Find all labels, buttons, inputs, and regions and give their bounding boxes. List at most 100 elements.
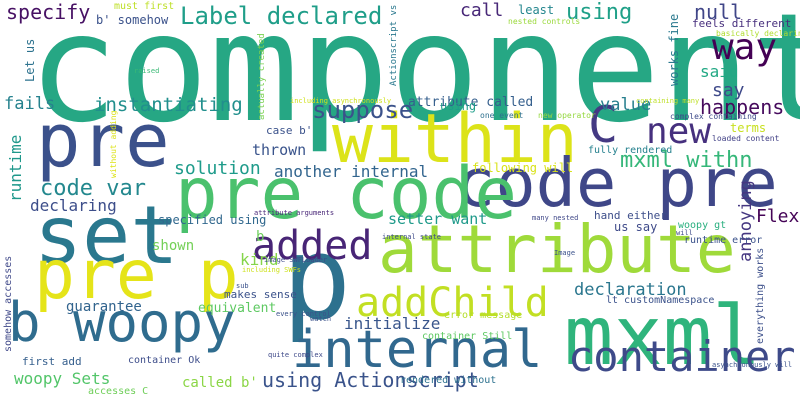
word: watch: [310, 315, 332, 323]
word: including asynchronously: [290, 97, 392, 105]
word: code var: [40, 176, 146, 201]
word: Image: [554, 249, 576, 257]
word: actually created: [257, 33, 267, 120]
word: called b': [182, 375, 258, 391]
word: another internal: [274, 162, 429, 181]
word: equivalent: [198, 301, 277, 316]
word: pre p: [34, 236, 239, 315]
word: makes sense: [224, 288, 297, 301]
word: value: [600, 95, 652, 115]
word: basically declaring: [716, 29, 800, 38]
word: added: [252, 223, 373, 269]
word: runtime error: [684, 235, 763, 246]
word: new operator: [538, 111, 596, 120]
word: addChild: [356, 280, 549, 326]
word: woopy Sets: [14, 369, 111, 388]
word: fully rendered: [588, 145, 673, 156]
word: woopy gt: [678, 220, 727, 231]
word: instantiating: [94, 94, 243, 116]
word: case b': [266, 124, 313, 137]
word: p: [282, 212, 352, 346]
word: pre: [36, 98, 170, 184]
word: shown: [152, 238, 195, 254]
word: using Actionscript: [262, 368, 479, 392]
word: C: [588, 96, 619, 154]
word: attribute: [378, 211, 736, 288]
word: suppose: [312, 96, 414, 124]
word: rendered without: [400, 375, 497, 386]
word: thrown: [252, 141, 307, 159]
word: mxml withn: [620, 148, 753, 173]
word: setter want: [388, 210, 488, 228]
word: every control: [276, 310, 331, 318]
word: one event: [480, 111, 524, 120]
word: b' somehow: [96, 13, 169, 27]
word: using: [566, 0, 633, 25]
word: solution: [174, 158, 261, 179]
word: container Still: [422, 331, 513, 342]
word: including SWFs: [242, 266, 302, 274]
word: hand either: [594, 209, 667, 222]
word: raised: [134, 67, 160, 75]
word: least: [518, 3, 555, 17]
word: error message: [444, 310, 523, 321]
word: within: [332, 100, 578, 179]
word: way: [712, 27, 778, 68]
word: attribute arguments: [254, 209, 335, 217]
word: lt customNamespace: [606, 295, 715, 306]
word: Label declared: [180, 2, 383, 30]
word: specified using: [158, 213, 267, 227]
word: Flex: [756, 206, 800, 227]
word: many nested: [532, 214, 579, 222]
word: without adding: [109, 110, 118, 178]
word: fails: [4, 94, 56, 114]
word: call: [460, 0, 504, 21]
word: container: [568, 332, 796, 381]
word: somehow accesses: [3, 255, 14, 352]
word: image SWFLoader: [264, 256, 328, 264]
word: feels different: [692, 17, 792, 30]
word: declaration: [574, 280, 687, 300]
word: guarantee: [66, 299, 142, 315]
word: container Ok: [128, 355, 201, 366]
word: internal state: [382, 233, 442, 241]
word: pre code: [175, 152, 517, 235]
word: runtime: [6, 134, 25, 202]
word: annoying: [736, 180, 756, 262]
word: initialize: [344, 314, 441, 333]
word: asynchronously will: [712, 361, 793, 369]
word: everything works: [755, 247, 766, 344]
word: code pre: [455, 144, 778, 222]
word: say: [712, 80, 745, 101]
word: component: [28, 0, 800, 156]
word: set: [34, 189, 179, 282]
word: null: [694, 0, 743, 24]
word: b: [256, 229, 265, 245]
word: sub: [236, 282, 249, 290]
word: declaring: [30, 196, 117, 215]
word: terms: [730, 121, 767, 135]
word: us say: [614, 220, 658, 234]
word: Actionscript vs: [389, 4, 399, 86]
word: must first: [114, 1, 175, 12]
word: b woopy: [8, 291, 236, 354]
word: following will: [472, 161, 574, 175]
word: complex containing: [670, 112, 757, 121]
word: internal: [292, 320, 543, 380]
word: loaded content: [712, 134, 780, 143]
word: kind: [240, 250, 279, 269]
word: said: [700, 62, 739, 81]
word: specify: [6, 0, 91, 24]
word: nested controls: [508, 17, 581, 26]
word: using: [440, 99, 477, 113]
word: attribute called: [408, 95, 534, 110]
word: will: [676, 229, 693, 237]
word: Let us: [23, 38, 37, 82]
word: accesses C: [88, 386, 149, 397]
word: happens: [700, 95, 785, 119]
word: containing many: [636, 97, 700, 105]
word: first add: [22, 355, 82, 368]
word: mxml: [564, 289, 762, 384]
word: new: [646, 111, 712, 152]
